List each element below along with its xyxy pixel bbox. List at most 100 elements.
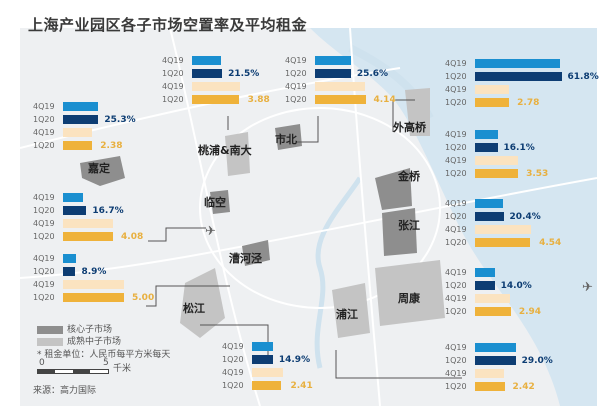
legend-core-label: 核心子市场 (67, 325, 113, 335)
vacancy-4q19-bar (63, 254, 76, 263)
rent-note: * 租金单位：人民币每平方米每天 (37, 350, 171, 360)
vacancy-1q20-bar (475, 281, 495, 290)
period-label: 4Q19 (33, 193, 55, 202)
vacancy-4q19-bar (192, 56, 222, 65)
legend-mature-label: 成熟中子市场 (67, 337, 122, 347)
district-label: 桃浦&南大 (198, 144, 252, 157)
period-label: 1Q20 (33, 206, 55, 215)
period-label: 4Q19 (445, 294, 467, 303)
period-label: 4Q19 (222, 342, 244, 351)
legend-core: 核心子市场 (37, 322, 112, 335)
core-swatch (37, 325, 63, 334)
rent-1q20-bar (63, 141, 93, 150)
period-label: 1Q20 (445, 238, 467, 247)
period-label: 1Q20 (33, 141, 55, 150)
source: 来源：高力国际 (33, 386, 97, 396)
period-label: 1Q20 (33, 267, 55, 276)
period-label: 1Q20 (162, 95, 184, 104)
vacancy-1q20-bar (475, 143, 498, 152)
rent-value: 2.41 (290, 381, 313, 391)
rent-value: 2.38 (100, 141, 123, 151)
vacancy-1q20-bar (192, 69, 223, 78)
period-label: 4Q19 (445, 369, 467, 378)
period-label: 4Q19 (445, 156, 467, 165)
rent-1q20-bar (475, 169, 519, 178)
period-label: 1Q20 (285, 95, 307, 104)
period-label: 4Q19 (445, 59, 467, 68)
vacancy-value: 14.9% (278, 355, 311, 365)
vacancy-value: 16.7% (92, 206, 124, 216)
vacancy-value: 21.5% (228, 69, 260, 79)
rent-1q20-bar (475, 98, 509, 107)
vacancy-1q20-bar (475, 72, 562, 81)
period-label: 4Q19 (162, 82, 184, 91)
period-label: 1Q20 (445, 212, 467, 221)
period-label: 1Q20 (445, 169, 467, 178)
vacancy-4q19-bar (475, 343, 516, 352)
district-label: 临空 (204, 196, 226, 209)
rent-4q19-bar (475, 369, 505, 378)
rent-4q19-bar (475, 156, 518, 165)
vacancy-value: 8.9% (81, 267, 107, 277)
district-label: 外高桥 (393, 121, 426, 134)
rent-value: 4.54 (539, 238, 562, 248)
vacancy-value: 25.3% (104, 115, 136, 125)
period-label: 4Q19 (445, 343, 467, 352)
period-label: 4Q19 (33, 128, 55, 137)
vacancy-1q20-bar (63, 267, 76, 276)
legend-mature: 成熟中子市场 (37, 334, 121, 347)
airplane-icon: ✈ (205, 224, 216, 239)
mature-swatch (37, 337, 63, 346)
period-label: 1Q20 (33, 232, 55, 241)
period-label: 4Q19 (33, 280, 55, 289)
vacancy-4q19-bar (63, 102, 98, 111)
period-label: 1Q20 (222, 355, 244, 364)
rent-4q19-bar (63, 280, 124, 289)
vacancy-1q20-bar (475, 212, 504, 221)
period-label: 4Q19 (285, 82, 307, 91)
period-label: 4Q19 (285, 56, 307, 65)
vacancy-1q20-bar (252, 355, 273, 364)
airplane-icon: ✈ (582, 280, 593, 295)
vacancy-4q19-bar (63, 193, 83, 202)
rent-1q20-bar (63, 232, 113, 241)
rent-4q19-bar (192, 82, 240, 91)
rent-value: 5.00 (132, 293, 155, 303)
vacancy-4q19-bar (252, 342, 273, 351)
rent-1q20-bar (192, 95, 240, 104)
scale-0: 0 (39, 358, 45, 368)
vacancy-value: 20.4% (509, 212, 541, 222)
period-label: 4Q19 (162, 56, 184, 65)
district-label: 松江 (183, 302, 205, 315)
district-label: 浦江 (336, 308, 358, 321)
period-label: 1Q20 (33, 293, 55, 302)
vacancy-value: 61.8% (567, 72, 599, 82)
period-label: 1Q20 (445, 72, 467, 81)
rent-1q20-bar (475, 307, 511, 316)
rent-1q20-bar (475, 382, 505, 391)
scale-unit: 千米 (113, 364, 132, 374)
rent-1q20-bar (475, 238, 531, 247)
rent-4q19-bar (475, 225, 532, 234)
scale-bar: 0 5 千米 (37, 358, 131, 374)
rent-1q20-bar (63, 293, 124, 302)
period-label: 4Q19 (445, 199, 467, 208)
page-title: 上海产业园区各子市场空置率及平均租金 (28, 16, 308, 34)
period-label: 1Q20 (445, 382, 467, 391)
rent-4q19-bar (475, 85, 510, 94)
period-label: 1Q20 (162, 69, 184, 78)
vacancy-value: 14.0% (500, 281, 532, 291)
vacancy-4q19-bar (315, 56, 351, 65)
period-label: 1Q20 (33, 115, 55, 124)
period-label: 4Q19 (33, 219, 55, 228)
period-label: 4Q19 (445, 85, 467, 94)
rent-value: 2.78 (517, 98, 540, 108)
rent-value: 3.53 (526, 169, 549, 179)
period-label: 1Q20 (222, 381, 244, 390)
period-label: 4Q19 (222, 368, 244, 377)
period-label: 1Q20 (445, 281, 467, 290)
vacancy-1q20-bar (63, 206, 87, 215)
period-label: 1Q20 (445, 143, 467, 152)
district-label: 漕河泾 (229, 252, 262, 265)
